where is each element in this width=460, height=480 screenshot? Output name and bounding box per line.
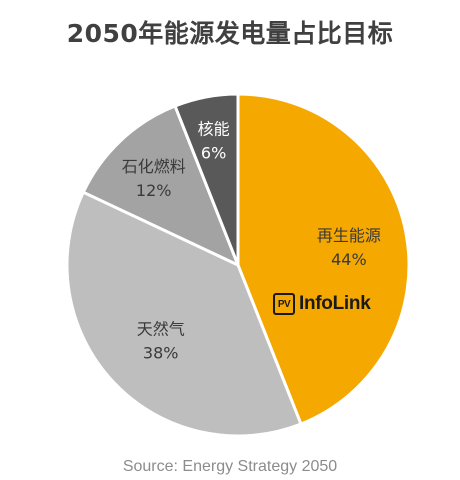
pie-slice bbox=[173, 92, 240, 267]
slice-label: 再生能源 bbox=[317, 226, 381, 245]
slice-value-label: 6% bbox=[201, 143, 226, 162]
pv-logo-icon: PV bbox=[273, 293, 295, 315]
slice-label: 石化燃料 bbox=[122, 157, 186, 176]
pie-slice bbox=[236, 92, 411, 426]
infolink-logo: PV InfoLink bbox=[273, 293, 371, 315]
logo-text: InfoLink bbox=[299, 293, 371, 314]
source-note: Source: Energy Strategy 2050 bbox=[122, 458, 338, 475]
slice-value-label: 12% bbox=[136, 181, 172, 200]
slice-value-label: 44% bbox=[331, 250, 367, 269]
slice-label: 天然气 bbox=[137, 320, 185, 339]
pie-slice bbox=[81, 104, 240, 267]
pie-slice bbox=[65, 190, 303, 438]
slice-value-label: 38% bbox=[143, 344, 179, 363]
slice-label: 核能 bbox=[198, 119, 230, 138]
chart-title: 2050年能源发电量占比目标 bbox=[66, 19, 394, 48]
